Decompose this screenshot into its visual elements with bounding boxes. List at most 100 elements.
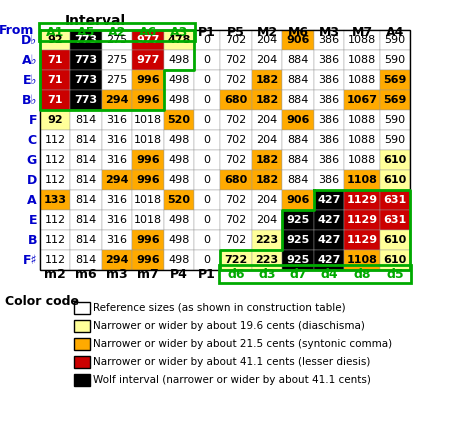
Text: 0: 0: [203, 175, 211, 185]
Text: 884: 884: [287, 55, 308, 65]
Bar: [344, 110, 380, 130]
Bar: [70, 190, 102, 210]
Text: 498: 498: [168, 255, 190, 265]
Bar: [164, 70, 194, 90]
Bar: [282, 190, 314, 210]
Bar: [252, 190, 282, 210]
Bar: [282, 170, 314, 190]
Bar: [40, 30, 70, 50]
Text: 386: 386: [318, 175, 339, 185]
Text: 996: 996: [136, 255, 160, 265]
Text: 0: 0: [203, 115, 211, 125]
Text: 884: 884: [287, 75, 308, 85]
Bar: [102, 50, 132, 70]
Text: 275: 275: [106, 55, 127, 65]
Bar: [74, 374, 90, 386]
Text: 702: 702: [225, 55, 247, 65]
Bar: [40, 90, 70, 110]
Text: 1088: 1088: [348, 55, 376, 65]
Bar: [132, 70, 164, 90]
Text: M2: M2: [257, 26, 278, 39]
Bar: [252, 230, 282, 250]
Bar: [164, 130, 194, 150]
Text: P1: P1: [198, 268, 216, 281]
Text: E♭: E♭: [23, 74, 37, 87]
Text: 1129: 1129: [346, 215, 378, 225]
Text: 204: 204: [256, 135, 278, 145]
Bar: [164, 30, 194, 50]
Text: 569: 569: [383, 75, 407, 85]
Bar: [194, 190, 220, 210]
Text: 498: 498: [168, 175, 190, 185]
Bar: [74, 302, 90, 314]
Text: 0: 0: [203, 75, 211, 85]
Text: 906: 906: [286, 195, 310, 205]
Text: B♭: B♭: [22, 94, 37, 107]
Bar: [344, 250, 380, 270]
Text: P4: P4: [170, 268, 188, 281]
Text: 814: 814: [76, 195, 96, 205]
Bar: [194, 30, 220, 50]
Bar: [164, 50, 194, 70]
Text: 0: 0: [203, 215, 211, 225]
Text: 316: 316: [106, 135, 127, 145]
Bar: [40, 30, 410, 270]
Bar: [40, 230, 70, 250]
Text: G: G: [27, 154, 37, 167]
Bar: [132, 170, 164, 190]
Bar: [344, 90, 380, 110]
Bar: [252, 30, 282, 50]
Text: 814: 814: [76, 155, 96, 165]
Bar: [102, 250, 132, 270]
Text: 0: 0: [203, 235, 211, 245]
Text: 316: 316: [106, 115, 127, 125]
Text: 722: 722: [224, 255, 248, 265]
Bar: [380, 170, 410, 190]
Text: 204: 204: [256, 55, 278, 65]
Bar: [344, 70, 380, 90]
Text: 204: 204: [256, 195, 278, 205]
Text: 71: 71: [47, 55, 63, 65]
Bar: [70, 170, 102, 190]
Bar: [132, 90, 164, 110]
Bar: [132, 230, 164, 250]
Text: 498: 498: [168, 135, 190, 145]
Text: 182: 182: [255, 75, 278, 85]
Bar: [282, 230, 314, 250]
Text: 316: 316: [106, 215, 127, 225]
Text: 0: 0: [203, 135, 211, 145]
Bar: [70, 90, 102, 110]
Text: 702: 702: [225, 35, 247, 45]
Text: M7: M7: [351, 26, 373, 39]
Bar: [380, 70, 410, 90]
Bar: [194, 50, 220, 70]
Bar: [102, 90, 132, 110]
Bar: [220, 50, 252, 70]
Text: 996: 996: [136, 155, 160, 165]
Text: 386: 386: [318, 135, 339, 145]
Text: 204: 204: [256, 115, 278, 125]
Text: m2: m2: [44, 268, 66, 281]
Bar: [70, 210, 102, 230]
Text: 112: 112: [45, 175, 66, 185]
Bar: [252, 70, 282, 90]
Text: 133: 133: [44, 195, 66, 205]
Bar: [380, 50, 410, 70]
Text: 996: 996: [136, 175, 160, 185]
Text: 294: 294: [105, 95, 129, 105]
Text: d7: d7: [289, 268, 307, 281]
Text: 631: 631: [384, 215, 407, 225]
Bar: [132, 110, 164, 130]
Bar: [194, 250, 220, 270]
Text: A6: A6: [139, 26, 157, 39]
Text: d4: d4: [320, 268, 338, 281]
Bar: [344, 30, 380, 50]
Bar: [70, 250, 102, 270]
Text: 977: 977: [136, 35, 160, 45]
Text: 112: 112: [45, 235, 66, 245]
Bar: [70, 50, 102, 70]
Bar: [314, 150, 344, 170]
Bar: [252, 170, 282, 190]
Text: 275: 275: [106, 75, 127, 85]
Text: 478: 478: [167, 35, 191, 45]
